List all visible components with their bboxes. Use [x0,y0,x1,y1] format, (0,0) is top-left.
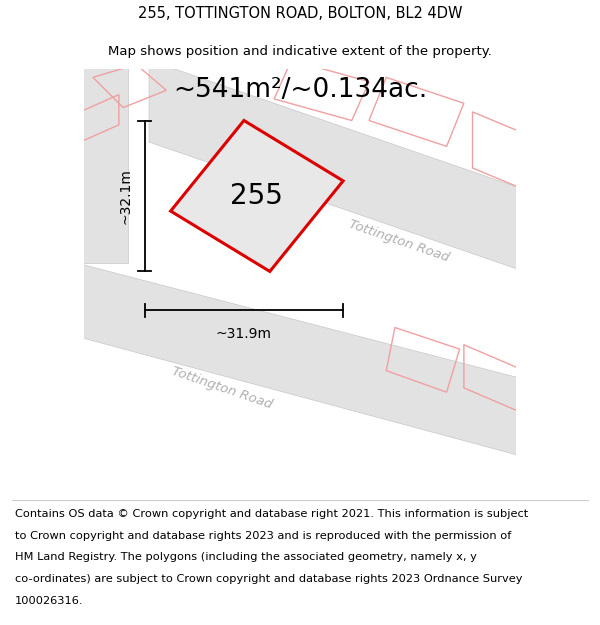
Text: Contains OS data © Crown copyright and database right 2021. This information is : Contains OS data © Crown copyright and d… [15,509,528,519]
Text: ~31.9m: ~31.9m [216,327,272,341]
Text: Tottington Road: Tottington Road [170,364,274,411]
Text: Map shows position and indicative extent of the property.: Map shows position and indicative extent… [108,45,492,58]
Text: to Crown copyright and database rights 2023 and is reproduced with the permissio: to Crown copyright and database rights 2… [15,531,511,541]
Text: Tottington Road: Tottington Road [347,218,451,264]
Text: ~541m²/~0.134ac.: ~541m²/~0.134ac. [173,78,427,103]
Polygon shape [76,60,128,263]
Text: HM Land Registry. The polygons (including the associated geometry, namely x, y: HM Land Registry. The polygons (includin… [15,552,477,562]
Polygon shape [170,121,343,271]
Text: co-ordinates) are subject to Crown copyright and database rights 2023 Ordnance S: co-ordinates) are subject to Crown copyr… [15,574,523,584]
Text: 255: 255 [230,182,283,210]
Text: ~32.1m: ~32.1m [118,168,133,224]
Text: 100026316.: 100026316. [15,596,83,606]
Polygon shape [76,263,524,457]
Polygon shape [149,60,524,271]
Text: 255, TOTTINGTON ROAD, BOLTON, BL2 4DW: 255, TOTTINGTON ROAD, BOLTON, BL2 4DW [138,6,462,21]
